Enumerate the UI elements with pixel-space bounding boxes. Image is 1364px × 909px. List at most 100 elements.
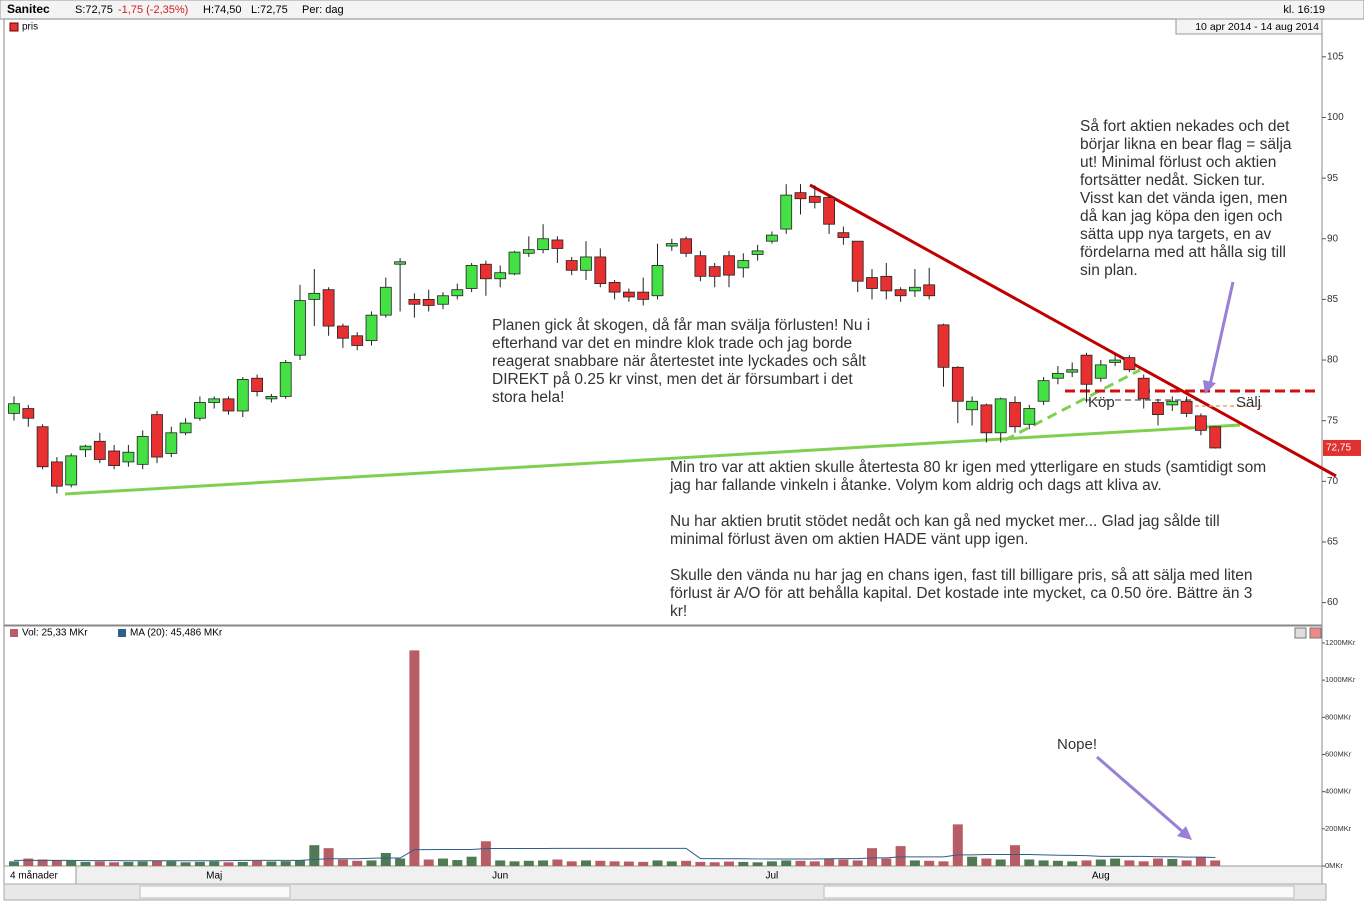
candle-body bbox=[866, 277, 878, 289]
candle-body bbox=[494, 272, 507, 280]
candle-body bbox=[751, 250, 764, 255]
volume-bar bbox=[824, 858, 835, 866]
volume-bar bbox=[1195, 856, 1206, 866]
candle-body bbox=[1094, 364, 1107, 379]
volume-bar bbox=[638, 861, 649, 866]
annotation-line: efterhand var det en mindre klok trade o… bbox=[492, 335, 853, 352]
x-tick-label: Maj bbox=[206, 871, 222, 882]
candle-body bbox=[208, 398, 221, 403]
sell-label: Sälj bbox=[1236, 394, 1261, 411]
annotation: Så fort aktien nekades och det börjar lik… bbox=[1080, 118, 1292, 280]
annotation-line: förlust är A/O för att behålla kapital. … bbox=[670, 585, 1253, 602]
scroll-thumb[interactable] bbox=[823, 885, 1295, 899]
candle-body bbox=[894, 289, 907, 297]
candle-body bbox=[151, 414, 163, 458]
candle-body bbox=[51, 461, 63, 487]
candle-body bbox=[1137, 377, 1150, 400]
volume-bar bbox=[938, 861, 949, 866]
annotation-line: då kan jag köpa den igen och bbox=[1080, 208, 1283, 225]
candle-body bbox=[322, 289, 335, 327]
volume-bar bbox=[480, 841, 491, 866]
volume-bar bbox=[838, 859, 849, 866]
arrow-head bbox=[1203, 380, 1216, 394]
volume-bar bbox=[352, 860, 363, 866]
volume-bar bbox=[94, 861, 105, 866]
candle-body bbox=[1009, 402, 1021, 428]
candle-body bbox=[980, 404, 993, 434]
volume-bar bbox=[795, 860, 806, 866]
candle-body bbox=[236, 379, 249, 412]
annotation-line: sin plan. bbox=[1080, 262, 1138, 279]
annotation-line: Min tro var att aktien skulle återtesta … bbox=[670, 459, 1267, 476]
candle-body bbox=[937, 324, 950, 368]
annotation-line: Nu har aktien brutit stödet nedåt och ka… bbox=[670, 513, 1220, 530]
y-tick-label: 65 bbox=[1327, 537, 1339, 548]
volume-bar bbox=[266, 861, 277, 866]
candle-body bbox=[651, 265, 664, 297]
volume-bar bbox=[280, 861, 291, 866]
candle-body bbox=[522, 249, 535, 254]
volume-bar bbox=[709, 862, 720, 866]
volume-bar bbox=[681, 860, 692, 866]
annotation-line: Så fort aktien nekades och det bbox=[1080, 118, 1290, 135]
volume-bar bbox=[967, 856, 978, 866]
volume-bar bbox=[652, 860, 663, 866]
candle-body bbox=[336, 325, 349, 339]
resistance-line bbox=[809, 183, 1337, 478]
volume-bar bbox=[595, 860, 606, 866]
candle-body bbox=[909, 286, 921, 292]
volume-bar bbox=[323, 848, 334, 866]
annotation-line: fördelarna med att hålla sig till bbox=[1080, 244, 1286, 261]
candle-body bbox=[279, 362, 292, 397]
volume-bar bbox=[952, 824, 963, 866]
volume-bar bbox=[509, 861, 520, 866]
volume-bar bbox=[1067, 861, 1078, 866]
volume-bar bbox=[995, 859, 1006, 866]
candle-body bbox=[365, 314, 378, 342]
tool-icon[interactable] bbox=[1294, 627, 1307, 639]
annotation-line: Visst kan det vända igen, men bbox=[1080, 190, 1288, 207]
candle-body bbox=[723, 255, 735, 276]
volume-bar bbox=[37, 859, 48, 866]
volume-bar bbox=[51, 860, 62, 866]
volume-bar bbox=[209, 861, 220, 866]
volume-bar bbox=[552, 859, 563, 866]
volume-bar bbox=[738, 861, 749, 866]
candle-body bbox=[994, 398, 1007, 434]
volume-bar bbox=[809, 861, 820, 866]
candle-body bbox=[108, 450, 120, 466]
volume-bar bbox=[409, 650, 420, 866]
volume-bar bbox=[1010, 845, 1020, 866]
legend-label: Vol: 25,33 MKr bbox=[22, 628, 88, 639]
candle-body bbox=[179, 422, 192, 434]
volume-bar bbox=[23, 858, 34, 866]
support-line bbox=[64, 423, 1241, 496]
volume-bar bbox=[152, 860, 162, 866]
scroll-thumb[interactable] bbox=[139, 885, 291, 899]
volume-bar bbox=[180, 862, 191, 866]
volume-bar bbox=[666, 861, 677, 866]
candle-body bbox=[1037, 380, 1050, 402]
candle-body bbox=[308, 292, 321, 300]
volume-bar bbox=[123, 861, 134, 866]
y-tick-label: 400MKr bbox=[1325, 787, 1352, 796]
x-tick-label: Jul bbox=[766, 871, 779, 882]
close-icon[interactable] bbox=[1309, 627, 1322, 639]
volume-bar bbox=[752, 862, 763, 866]
annotation-line: stora hela! bbox=[492, 389, 565, 406]
candle-body bbox=[665, 243, 678, 247]
span: 4 månader bbox=[10, 870, 58, 882]
volume-bar bbox=[867, 848, 877, 866]
symbol: Sanitec bbox=[7, 2, 50, 16]
vol-swatch bbox=[10, 629, 18, 637]
volume-bar bbox=[781, 860, 792, 866]
candle-body bbox=[794, 192, 807, 200]
volume-bar bbox=[380, 852, 391, 866]
candle-body bbox=[22, 408, 35, 419]
candle-body bbox=[394, 261, 407, 265]
volume-bar bbox=[395, 858, 406, 866]
candle-body bbox=[294, 300, 306, 356]
candle-body bbox=[880, 275, 893, 292]
